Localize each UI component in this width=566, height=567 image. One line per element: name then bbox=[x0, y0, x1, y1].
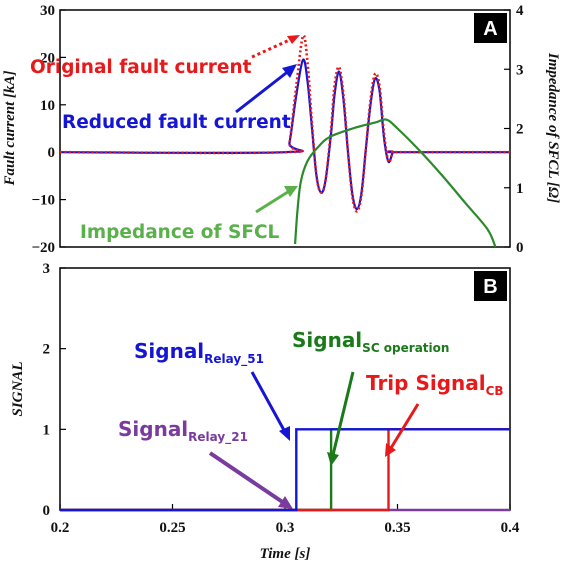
annotation-signal-sc-main: Signal bbox=[292, 328, 362, 352]
annotation-signal-relay51: SignalRelay_51 bbox=[134, 339, 264, 367]
arrow-reduced-head bbox=[282, 64, 297, 78]
panel-a-series-impedance-of-sfcl bbox=[294, 118, 497, 248]
arrow-sc-head bbox=[327, 452, 339, 466]
panel-b-ylabel: SIGNAL bbox=[10, 361, 26, 416]
arrow-original-line bbox=[251, 36, 295, 59]
annotation-signal-relay51-sub: Relay_51 bbox=[204, 352, 264, 367]
panel-b-xlabel: Time [s] bbox=[260, 546, 311, 562]
panel-a-ylabel: Fault current [kA] bbox=[2, 70, 18, 186]
annotation-signal-relay51-main: Signal bbox=[134, 339, 204, 363]
arrow-relay51-line bbox=[250, 371, 287, 433]
panel-a-ytick-label: −10 bbox=[31, 193, 55, 209]
panel-a-right-tick-label: 2 bbox=[516, 122, 524, 138]
panel-b: 3 2 1 0 0.2 0.25 0.3 0.35 0.4 SIGNAL Time [s] B… bbox=[10, 261, 520, 562]
annotation-trip-sub: CB bbox=[486, 384, 504, 398]
arrow-impedance-line bbox=[255, 188, 292, 214]
panel-a-ytick-label: 30 bbox=[40, 3, 55, 19]
panel-a-ytick-label: 0 bbox=[48, 145, 56, 161]
panel-a-ylabel-right: Impedance of SFCL [Ω] bbox=[545, 52, 561, 203]
arrow-reduced-line bbox=[235, 68, 291, 114]
annotation-signal-relay21-sub: Relay_21 bbox=[188, 430, 248, 445]
panel-a-right-ticks: 4 3 2 1 0 bbox=[504, 3, 524, 256]
panel-b-xtick-label: 0.25 bbox=[159, 520, 185, 536]
panel-b-badge-label: B bbox=[483, 276, 497, 298]
panel-b-y-ticks: 3 2 1 0 bbox=[43, 261, 66, 519]
panel-b-xtick-label: 0.3 bbox=[276, 520, 295, 536]
panel-b-series bbox=[60, 428, 510, 512]
arrow-original-head bbox=[287, 35, 300, 44]
arrow-relay21-head bbox=[278, 496, 293, 509]
panel-a-series bbox=[59, 34, 510, 248]
panel-b-ytick-label: 3 bbox=[43, 261, 51, 277]
panel-a-ytick-label: 10 bbox=[40, 98, 55, 114]
panel-a-right-tick-label: 0 bbox=[516, 240, 524, 256]
annotation-signal-sc-operation: SignalSC operation bbox=[292, 328, 449, 355]
annotation-trip-signal-cb: Trip SignalCB bbox=[366, 371, 504, 398]
arrow-trip-line bbox=[389, 403, 420, 449]
panel-a-ytick-label: 20 bbox=[40, 50, 55, 66]
arrow-sc-line bbox=[331, 371, 355, 456]
panel-a-series-original-fault-current bbox=[59, 34, 510, 213]
panel-a-right-tick-label: 4 bbox=[516, 3, 524, 19]
panel-b-ytick-label: 0 bbox=[43, 503, 51, 519]
panel-a-badge bbox=[474, 13, 507, 43]
panel-a-y-ticks: 30 20 10 0 −10 −20 bbox=[31, 3, 66, 256]
panel-a-right-tick-label: 1 bbox=[516, 181, 524, 197]
arrow-relay21-line bbox=[208, 451, 286, 505]
panel-a-ytick-label: −20 bbox=[31, 240, 55, 256]
annotation-trip-main: Trip Signal bbox=[366, 371, 486, 395]
annotation-reduced-fault-current: Reduced fault current bbox=[62, 112, 291, 133]
annotation-signal-relay21: SignalRelay_21 bbox=[118, 417, 248, 445]
panel-b-badge bbox=[474, 271, 507, 301]
arrow-impedance-head bbox=[284, 186, 298, 197]
panel-a-right-tick-label: 3 bbox=[516, 62, 524, 78]
panel-b-ytick-label: 2 bbox=[43, 342, 51, 358]
panel-b-xtick-label: 0.4 bbox=[501, 520, 520, 536]
arrow-relay51-head bbox=[279, 426, 290, 441]
annotation-original-fault-current: Original fault current bbox=[30, 57, 252, 78]
panel-b-ytick-label: 1 bbox=[43, 422, 51, 438]
annotation-signal-relay21-main: Signal bbox=[118, 417, 188, 441]
panel-a-badge-label: A bbox=[483, 18, 497, 40]
arrow-trip-head bbox=[385, 443, 396, 457]
panel-b-xtick-label: 0.2 bbox=[51, 520, 70, 536]
annotation-impedance-sfcl: Impedance of SFCL bbox=[80, 222, 280, 243]
panel-b-xtick-label: 0.35 bbox=[384, 520, 410, 536]
annotation-signal-sc-sub: SC operation bbox=[362, 341, 449, 355]
